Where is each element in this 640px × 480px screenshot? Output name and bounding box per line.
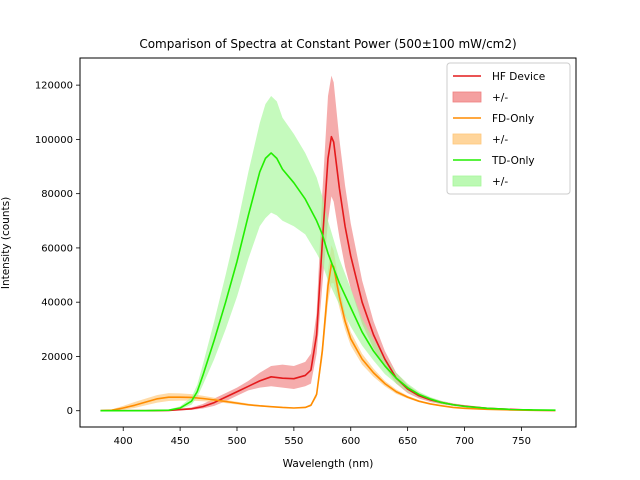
legend-swatch-fd-only-band — [452, 133, 482, 145]
x-tick-label: 650 — [398, 436, 417, 447]
x-axis-label: Wavelength (nm) — [283, 458, 374, 470]
legend-label-fd-only: FD-Only — [492, 113, 534, 125]
hf-device-error-band — [100, 75, 556, 411]
plot-frame — [79, 57, 577, 428]
x-tick-label: 500 — [227, 436, 246, 447]
legend-swatch-hf-device-band — [452, 91, 482, 103]
legend: HF Device +/- FD-Only +/- TD-Only +/- — [446, 62, 571, 195]
legend-label-fd-only-band: +/- — [492, 134, 508, 146]
series-lines — [100, 135, 556, 412]
fd-only-line — [100, 263, 556, 412]
legend-label-hf-device: HF Device — [492, 71, 545, 83]
legend-label-td-only: TD-Only — [491, 155, 535, 167]
y-axis-label: Intensity (counts) — [0, 197, 12, 289]
x-tick-label: 400 — [114, 436, 133, 447]
x-tick-label: 550 — [284, 436, 303, 447]
legend-label-td-only-band: +/- — [492, 176, 508, 188]
y-axis-ticks: 0 20000 40000 60000 80000 100000 120000 — [35, 81, 80, 417]
x-tick-label: 450 — [171, 436, 190, 447]
y-tick-label: 60000 — [41, 243, 73, 254]
y-tick-label: 120000 — [35, 81, 73, 92]
td-only-line — [100, 152, 556, 412]
x-tick-label: 750 — [512, 436, 531, 447]
y-tick-label: 0 — [67, 406, 73, 417]
y-tick-label: 100000 — [35, 135, 73, 146]
chart-title: Comparison of Spectra at Constant Power … — [139, 37, 516, 51]
x-tick-label: 600 — [341, 436, 360, 447]
x-axis-ticks: 400 450 500 550 600 650 700 750 — [114, 427, 531, 447]
legend-swatch-td-only-band — [452, 175, 482, 187]
y-tick-label: 40000 — [41, 298, 73, 309]
legend-label-hf-device-band: +/- — [492, 92, 508, 104]
x-tick-label: 700 — [455, 436, 474, 447]
y-tick-label: 80000 — [41, 189, 73, 200]
y-tick-label: 20000 — [41, 352, 73, 363]
